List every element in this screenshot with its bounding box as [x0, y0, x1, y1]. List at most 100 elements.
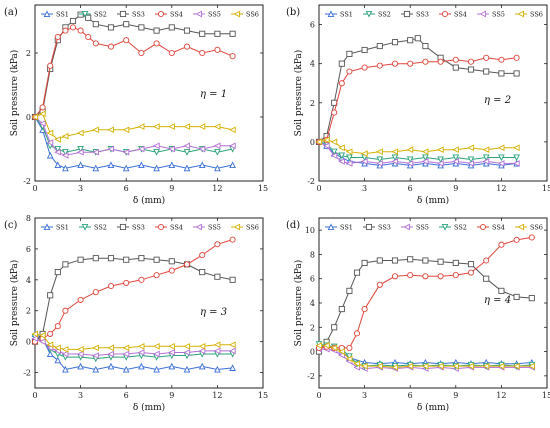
data-point — [62, 149, 69, 156]
y-tick-label: 2 — [310, 99, 315, 108]
data-point — [31, 335, 39, 342]
data-point — [153, 27, 160, 34]
data-point — [77, 296, 84, 303]
data-point — [213, 142, 221, 150]
data-point — [376, 156, 384, 164]
legend-item: SS6 — [231, 11, 259, 19]
x-tick-label: 15 — [258, 391, 268, 400]
series-ss6 — [31, 330, 236, 353]
x-tick-label: 0 — [316, 184, 321, 193]
data-point — [345, 355, 353, 363]
data-point — [198, 161, 206, 169]
data-point — [54, 269, 61, 276]
data-point — [436, 160, 444, 167]
data-point — [421, 158, 429, 165]
y-tick-label: -2 — [307, 372, 315, 381]
legend-item: SS1 — [325, 223, 353, 232]
data-point — [183, 142, 191, 150]
y-tick-label: 4 — [310, 60, 315, 69]
series-ss5 — [315, 138, 520, 167]
data-point — [107, 145, 115, 153]
data-point — [229, 53, 236, 60]
legend-label: SS6 — [246, 224, 259, 232]
data-point — [122, 164, 130, 172]
data-point — [92, 126, 99, 134]
data-point — [407, 272, 414, 279]
series-line — [318, 141, 517, 161]
data-point — [198, 145, 206, 153]
series-line — [34, 26, 233, 118]
data-point — [498, 154, 505, 162]
data-point — [62, 27, 69, 34]
legend-item: SS4 — [155, 11, 183, 19]
data-point — [528, 362, 535, 370]
data-point — [467, 362, 475, 370]
panel-4: 0 3 6 9 12 15 -2 0 2 4 6 8 10 δ (mm) Soil pressure (kP… — [293, 217, 550, 413]
series-line — [318, 139, 517, 155]
series-line — [318, 57, 517, 143]
series-line — [34, 333, 233, 350]
data-point — [54, 323, 61, 330]
data-point — [69, 24, 77, 31]
legend-item: SS5 — [193, 224, 221, 232]
data-point — [376, 43, 383, 50]
legend-item: SS3 — [117, 224, 145, 232]
legend-marker — [119, 10, 127, 18]
data-point — [77, 27, 84, 34]
data-point — [31, 330, 39, 338]
x-axis-label: δ (mm) — [133, 195, 165, 206]
data-point — [46, 350, 54, 358]
legend-item: SS5 — [193, 11, 221, 19]
data-point — [338, 306, 345, 313]
data-point — [76, 346, 84, 353]
x-tick-label: 3 — [78, 391, 83, 400]
y-tick-label: 6 — [310, 275, 315, 284]
x-tick-label: 12 — [496, 184, 506, 193]
data-point — [338, 144, 345, 152]
data-point — [338, 152, 346, 160]
data-point — [421, 148, 429, 155]
series-line — [34, 257, 233, 342]
data-point — [331, 109, 338, 116]
data-point — [77, 161, 84, 169]
data-point — [61, 132, 69, 140]
y-tick-label: 4 — [26, 276, 31, 285]
data-point — [406, 156, 414, 164]
legend-label: SS2 — [378, 11, 391, 19]
data-point — [62, 261, 69, 268]
legend-label: SS2 — [94, 11, 107, 19]
data-point — [353, 269, 361, 276]
series-ss1 — [31, 330, 236, 373]
data-point — [483, 54, 490, 61]
data-point — [54, 136, 61, 143]
y-tick-label: -2 — [23, 369, 31, 378]
data-point — [198, 123, 206, 130]
data-point — [183, 342, 191, 350]
data-point — [228, 126, 236, 134]
data-point — [467, 58, 475, 65]
y-axis-label: Soil pressure (kPa) — [9, 260, 20, 347]
data-point — [123, 256, 130, 263]
data-point — [391, 158, 399, 165]
legend-marker — [365, 223, 373, 231]
data-point — [406, 146, 414, 154]
data-point — [153, 164, 160, 172]
legend-item: SS2 — [79, 224, 107, 232]
x-tick-label: 6 — [408, 391, 413, 400]
data-point — [391, 39, 399, 46]
data-point — [61, 152, 69, 159]
data-point — [92, 289, 99, 296]
data-point — [137, 349, 145, 356]
data-point — [407, 60, 414, 67]
data-point — [54, 356, 62, 364]
series-line — [34, 116, 233, 156]
series-ss1 — [31, 113, 236, 172]
legend-marker — [403, 10, 411, 18]
data-point — [46, 151, 54, 159]
data-point — [38, 332, 46, 339]
legend-marker — [157, 223, 165, 231]
y-axis-label: Soil pressure (kPa) — [9, 50, 20, 137]
data-point — [422, 58, 429, 65]
data-point — [153, 256, 160, 263]
data-point — [107, 255, 115, 262]
